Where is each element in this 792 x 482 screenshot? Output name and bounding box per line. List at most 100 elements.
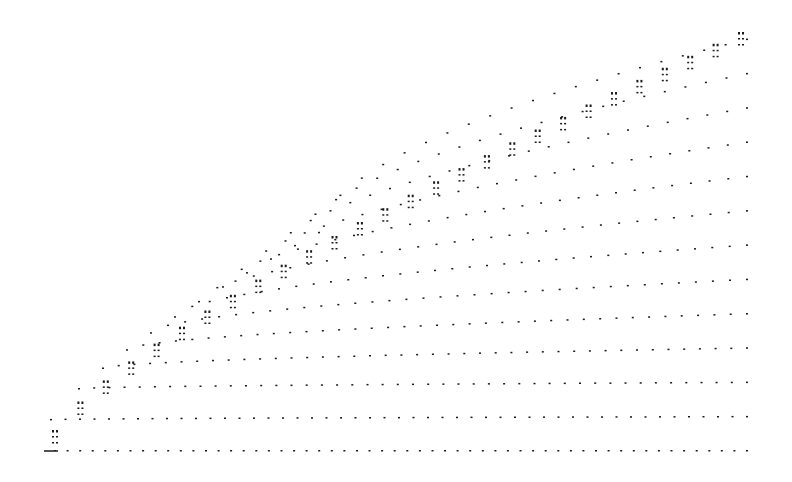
column-top-mark [382, 208, 385, 211]
column-top-mark [306, 262, 309, 264]
dot [438, 194, 441, 197]
column-top-mark [233, 300, 236, 303]
dot [412, 383, 414, 386]
dot [380, 208, 383, 211]
dot [700, 381, 703, 384]
column-top-mark [458, 180, 461, 182]
column-top-mark [437, 193, 440, 195]
column-top-mark [636, 91, 639, 94]
dot [431, 353, 434, 355]
dot [192, 450, 195, 452]
dot [683, 348, 686, 350]
dot [592, 286, 595, 289]
dot [607, 450, 610, 452]
column-top-mark [589, 116, 592, 118]
dot [427, 383, 430, 385]
dot [108, 418, 110, 420]
dot [174, 340, 177, 342]
dot [527, 150, 530, 152]
dot [417, 160, 420, 163]
dot [337, 303, 340, 306]
dot [671, 184, 674, 187]
dot [715, 381, 718, 384]
dot [510, 351, 513, 354]
column-top-mark [487, 167, 490, 169]
dot [286, 308, 289, 310]
column-top-mark [509, 154, 512, 156]
dot [558, 288, 561, 291]
dot [184, 385, 187, 388]
dot [369, 194, 372, 196]
dot [371, 230, 374, 233]
column-top-mark [411, 206, 414, 209]
dot [388, 299, 391, 302]
column-top-mark [585, 104, 588, 107]
dot [746, 141, 748, 143]
dot [167, 324, 169, 327]
column-top-mark [331, 248, 334, 250]
dot [305, 450, 308, 452]
dot [602, 105, 605, 108]
dot [633, 189, 636, 191]
dot [642, 251, 644, 254]
dot [499, 133, 502, 135]
dot [557, 450, 560, 452]
dot [259, 358, 262, 360]
dot [688, 416, 690, 418]
dot [137, 418, 139, 420]
dot [267, 450, 270, 452]
dot [451, 268, 454, 270]
dot [660, 60, 663, 63]
column-top-mark [208, 310, 211, 313]
column-top-mark [56, 436, 58, 438]
column-top-mark [81, 407, 84, 409]
dot [746, 38, 748, 41]
dot [360, 177, 363, 179]
dot [518, 382, 521, 385]
dot [458, 146, 461, 148]
column-top-mark [538, 135, 541, 137]
dot [490, 292, 493, 295]
dot [290, 384, 293, 387]
dot [371, 301, 374, 303]
dot [711, 280, 714, 282]
dot [294, 244, 296, 247]
dot [694, 248, 696, 250]
dot [729, 279, 731, 281]
dot [707, 147, 710, 149]
dot [344, 257, 347, 259]
dot [607, 254, 610, 257]
dot [649, 156, 652, 158]
column-top-mark [229, 294, 232, 298]
dot [336, 384, 339, 386]
dot [382, 275, 384, 277]
dot [484, 210, 486, 213]
column-top-mark [280, 264, 283, 268]
dot [259, 260, 262, 262]
column-top-mark [128, 361, 131, 364]
dot [337, 355, 340, 358]
column-top-mark [310, 262, 313, 264]
column-top-mark [640, 85, 643, 88]
column-top-mark [77, 401, 80, 404]
dot [534, 175, 537, 178]
dot [180, 361, 183, 363]
column-top-mark [738, 44, 740, 46]
dot [396, 383, 399, 386]
dot [380, 251, 383, 253]
dot [667, 348, 670, 351]
dot [688, 150, 691, 152]
dot [630, 416, 632, 418]
dot [677, 282, 680, 284]
dot [439, 296, 442, 298]
dot [405, 298, 408, 301]
dot [207, 337, 210, 339]
dot [230, 450, 233, 452]
dot [129, 450, 132, 452]
dot [654, 382, 657, 384]
dot [503, 263, 506, 265]
dot [403, 325, 406, 328]
column-top-mark [589, 110, 592, 112]
column-top-mark [335, 236, 338, 239]
column-top-mark [509, 148, 512, 150]
